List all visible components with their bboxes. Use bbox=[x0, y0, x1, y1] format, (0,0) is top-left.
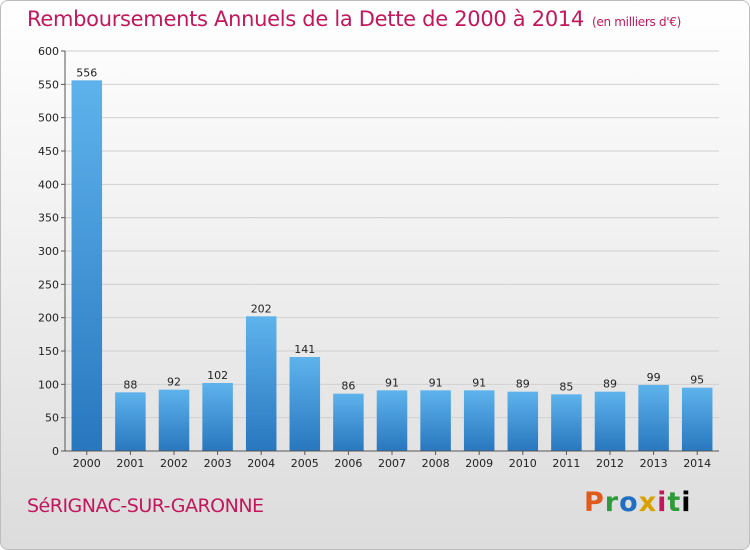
x-tick-label: 2008 bbox=[422, 457, 450, 470]
bar bbox=[463, 390, 495, 451]
bar bbox=[333, 393, 364, 451]
y-tick-label: 400 bbox=[38, 178, 59, 191]
bar-value-label: 99 bbox=[647, 371, 661, 384]
y-tick-label: 200 bbox=[38, 312, 59, 325]
bar-value-label: 91 bbox=[429, 376, 443, 389]
bar bbox=[245, 316, 277, 451]
bar bbox=[289, 357, 321, 451]
bar bbox=[115, 392, 146, 451]
bar-value-label: 91 bbox=[385, 376, 399, 389]
y-tick-label: 550 bbox=[38, 78, 59, 91]
x-tick-label: 2003 bbox=[204, 457, 232, 470]
proxiti-logo[interactable]: Proxiti bbox=[584, 487, 692, 518]
y-tick-label: 450 bbox=[38, 145, 59, 158]
bar-value-label: 85 bbox=[559, 380, 573, 393]
y-tick-label: 250 bbox=[38, 278, 59, 291]
x-tick-label: 2007 bbox=[378, 457, 406, 470]
y-tick-label: 300 bbox=[38, 245, 59, 258]
bar-value-label: 202 bbox=[251, 302, 272, 315]
bar-value-label: 88 bbox=[123, 378, 137, 391]
x-tick-label: 2013 bbox=[640, 457, 668, 470]
x-tick-label: 2010 bbox=[509, 457, 537, 470]
bar-value-label: 92 bbox=[167, 376, 181, 389]
bar-value-label: 95 bbox=[690, 374, 704, 387]
x-tick-label: 2009 bbox=[465, 457, 493, 470]
bar-value-label: 86 bbox=[341, 380, 355, 393]
bar bbox=[376, 390, 408, 451]
y-tick-label: 500 bbox=[38, 112, 59, 125]
bar bbox=[202, 383, 233, 451]
chart-title: Remboursements Annuels de la Dette de 20… bbox=[27, 7, 682, 31]
x-tick-label: 2011 bbox=[552, 457, 580, 470]
x-tick-label: 2014 bbox=[683, 457, 711, 470]
x-tick-label: 2005 bbox=[291, 457, 319, 470]
bar-value-label: 141 bbox=[294, 343, 315, 356]
x-tick-label: 2000 bbox=[73, 457, 101, 470]
bar-value-label: 89 bbox=[516, 378, 530, 391]
bar bbox=[594, 391, 626, 451]
bar-value-label: 556 bbox=[76, 66, 97, 79]
y-tick-label: 0 bbox=[52, 445, 59, 458]
x-tick-label: 2002 bbox=[160, 457, 188, 470]
y-tick-label: 100 bbox=[38, 378, 59, 391]
bar bbox=[551, 394, 582, 451]
bar bbox=[507, 391, 539, 451]
bar bbox=[681, 387, 713, 451]
y-tick-label: 350 bbox=[38, 212, 59, 225]
city-name: SéRIGNAC-SUR-GARONNE bbox=[27, 495, 264, 517]
y-tick-label: 150 bbox=[38, 345, 59, 358]
x-tick-label: 2001 bbox=[116, 457, 144, 470]
unit-label: (en milliers d'€) bbox=[592, 15, 682, 29]
y-tick-label: 50 bbox=[45, 412, 59, 425]
bar-value-label: 91 bbox=[472, 376, 486, 389]
bar bbox=[420, 390, 451, 451]
bar bbox=[71, 80, 103, 451]
x-tick-label: 2006 bbox=[334, 457, 362, 470]
x-tick-label: 2004 bbox=[247, 457, 275, 470]
bar-value-label: 89 bbox=[603, 378, 617, 391]
y-tick-label: 600 bbox=[38, 45, 59, 58]
bar bbox=[158, 389, 190, 451]
bar bbox=[638, 385, 669, 451]
x-tick-label: 2012 bbox=[596, 457, 624, 470]
bar-value-label: 102 bbox=[207, 369, 228, 382]
